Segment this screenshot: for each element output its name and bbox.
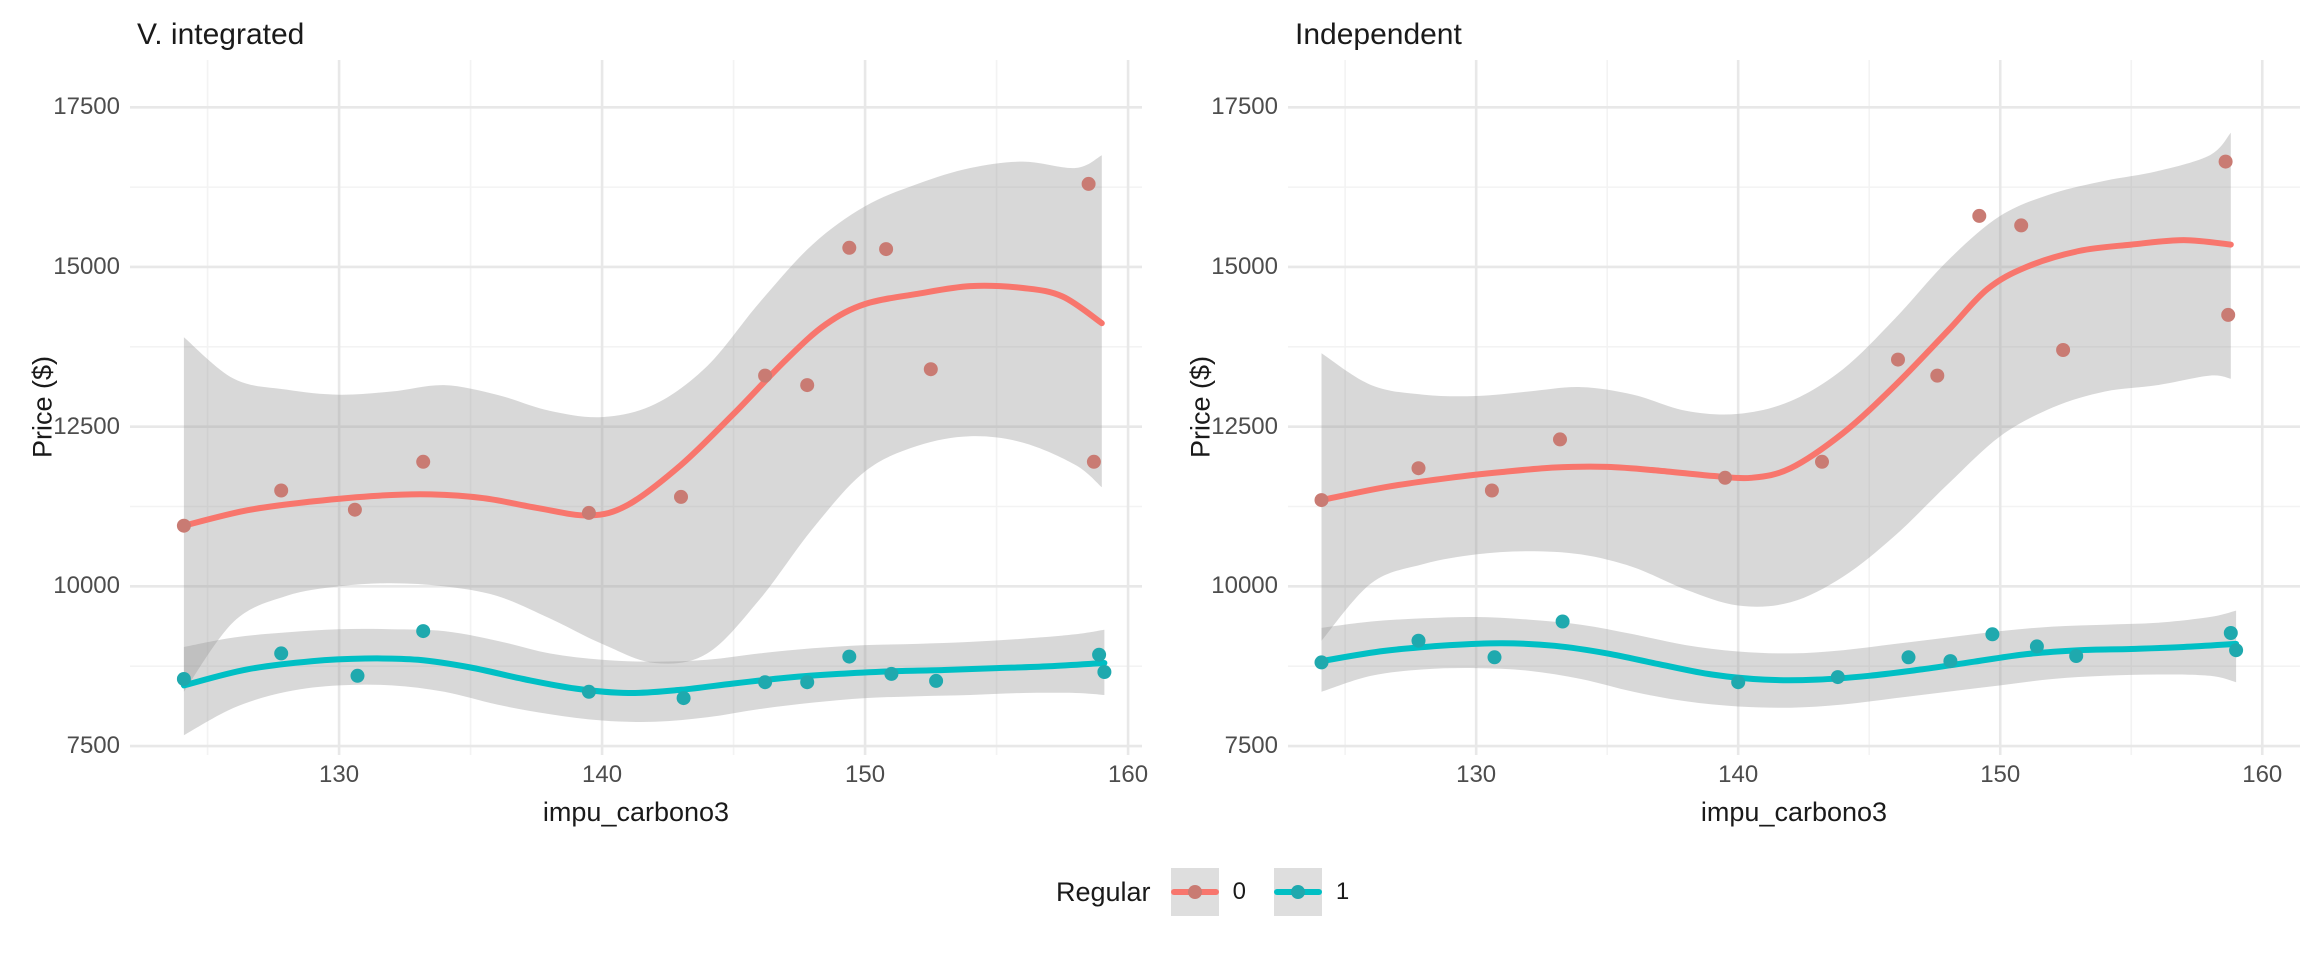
- legend-point-icon: [1187, 885, 1202, 899]
- data-point-1: [884, 666, 899, 681]
- panel-title-v-integrated: V. integrated: [137, 18, 305, 51]
- data-point-1: [2229, 643, 2244, 658]
- data-point-0: [176, 518, 191, 533]
- data-point-0: [2056, 343, 2071, 357]
- x-tick-label: 160: [2242, 761, 2283, 788]
- plot-panel: [130, 60, 1142, 755]
- confidence-band-1: [1321, 610, 2237, 708]
- data-point-1: [1411, 633, 1426, 648]
- x-tick-label: 130: [1456, 761, 1497, 788]
- data-point-1: [1487, 650, 1502, 665]
- data-point-1: [1314, 655, 1329, 670]
- data-point-1: [1731, 675, 1746, 690]
- y-tick-label: 10000: [1211, 572, 1278, 600]
- data-point-1: [842, 649, 857, 664]
- confidence-band-0: [183, 155, 1102, 692]
- x-tick-label: 130: [319, 761, 360, 788]
- data-point-1: [1555, 614, 1570, 629]
- data-point-1: [1901, 650, 1916, 665]
- data-point-0: [923, 362, 938, 377]
- data-point-0: [2221, 307, 2236, 322]
- data-point-0: [416, 454, 431, 469]
- x-axis-title: impu_carbono3: [1700, 797, 1888, 827]
- chart-canvas: [130, 60, 1142, 755]
- panel-title-independent: Independent: [1295, 18, 1462, 51]
- data-point-1: [800, 675, 815, 690]
- y-tick-label: 15000: [53, 252, 120, 280]
- smooth-line-0: [180, 282, 1105, 529]
- data-point-0: [842, 240, 857, 255]
- data-point-0: [1411, 461, 1426, 476]
- data-point-1: [2029, 639, 2044, 654]
- x-tick-label: 140: [582, 761, 623, 788]
- y-tick-label: 17500: [1211, 93, 1278, 121]
- x-tick-label: 150: [1980, 761, 2021, 788]
- data-point-1: [416, 624, 431, 639]
- data-point-0: [1718, 470, 1733, 485]
- data-point-1: [929, 673, 944, 688]
- smooth-line-1: [1318, 640, 2240, 684]
- y-tick-label: 12500: [53, 412, 120, 440]
- y-tick-label: 7500: [1224, 732, 1278, 760]
- legend: Regular 0 1: [1056, 866, 1377, 918]
- data-point-1: [758, 675, 773, 690]
- panel-independent: Independent Price ($) 7500 10000 12500 1500…: [1158, 0, 2304, 860]
- x-axis-title: impu_carbono3: [542, 797, 730, 827]
- data-point-0: [1930, 368, 1945, 383]
- data-point-1: [2223, 626, 2238, 640]
- data-point-1: [274, 646, 289, 661]
- chart-canvas: [1288, 60, 2300, 755]
- confidence-band-1: [183, 628, 1105, 736]
- legend-label-0: 0: [1232, 878, 1246, 905]
- data-point-1: [1830, 670, 1845, 685]
- data-point-0: [2218, 154, 2233, 169]
- legend-title: Regular: [1056, 876, 1151, 907]
- data-point-0: [1815, 454, 1829, 469]
- data-point-0: [674, 489, 688, 504]
- data-point-0: [347, 502, 362, 517]
- data-point-0: [879, 242, 894, 257]
- smooth-line-1: [180, 655, 1108, 697]
- x-tick-label: 140: [1718, 761, 1759, 788]
- x-tick-label: 150: [845, 761, 886, 788]
- data-point-1: [1943, 654, 1958, 669]
- data-point-1: [581, 684, 596, 699]
- data-point-1: [676, 691, 691, 706]
- data-point-1: [1092, 647, 1107, 662]
- data-point-0: [800, 378, 815, 393]
- data-point-0: [1081, 176, 1096, 191]
- data-point-0: [1972, 208, 1987, 223]
- data-point-0: [2014, 218, 2029, 233]
- legend-key-regular-0: [1170, 868, 1219, 916]
- y-tick-label: 7500: [66, 732, 120, 760]
- data-point-1: [2069, 649, 2084, 663]
- legend-key-regular-1: [1273, 868, 1322, 916]
- data-point-1: [1985, 627, 2000, 642]
- data-point-0: [1314, 493, 1329, 508]
- legend-point-icon: [1290, 885, 1305, 899]
- y-tick-label: 10000: [53, 572, 120, 600]
- x-tick-label: 160: [1108, 761, 1149, 788]
- data-point-0: [1484, 483, 1499, 498]
- y-tick-label: 15000: [1211, 252, 1278, 280]
- data-point-0: [1086, 454, 1101, 469]
- data-point-1: [1097, 665, 1112, 679]
- panel-v-integrated: V. integrated Price ($) 7500 10000 12500 15…: [0, 0, 1149, 860]
- legend-label-1: 1: [1335, 878, 1350, 905]
- y-tick-label: 12500: [1211, 412, 1278, 440]
- plot-panel: [1288, 60, 2300, 755]
- data-point-1: [176, 672, 191, 686]
- data-point-0: [581, 505, 596, 520]
- smooth-line-0: [1318, 237, 2234, 504]
- y-tick-label: 17500: [53, 93, 120, 121]
- data-point-0: [274, 483, 289, 498]
- confidence-band-0: [1321, 132, 2231, 641]
- data-point-0: [1891, 352, 1905, 367]
- data-point-0: [1553, 432, 1567, 447]
- data-point-1: [350, 668, 365, 683]
- data-point-0: [758, 368, 773, 383]
